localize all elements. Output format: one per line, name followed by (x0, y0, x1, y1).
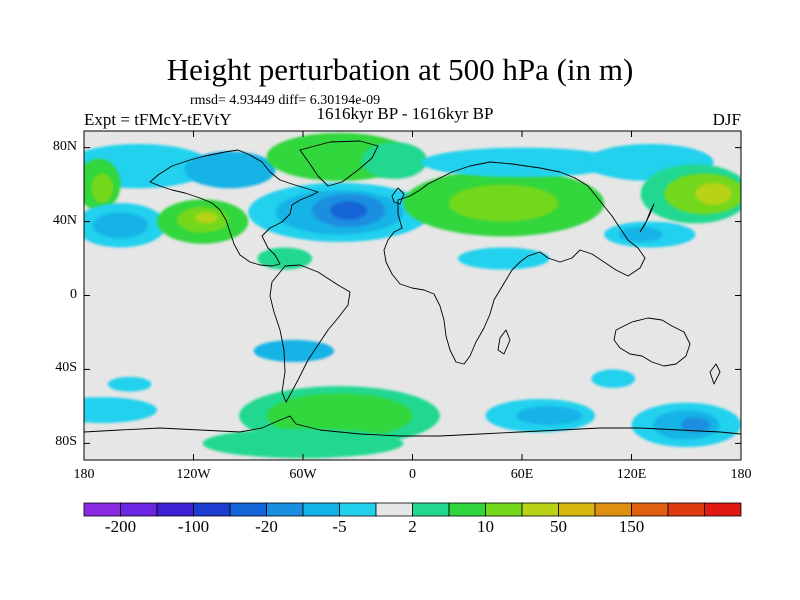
colorbar-swatch (667, 502, 705, 517)
anomaly-region-5 (93, 212, 148, 239)
colorbar-swatch (339, 502, 377, 517)
anomaly-region-27 (107, 376, 152, 392)
colorbar-label: -200 (104, 517, 137, 536)
anomaly-region-23 (695, 182, 732, 205)
x-tick-label: 180 (73, 467, 95, 482)
anomaly-region-10 (361, 142, 428, 180)
colorbar-swatch (521, 502, 559, 517)
anomaly-region-31 (266, 393, 413, 438)
anomaly-region-19 (458, 247, 550, 270)
colorbar-label: 50 (550, 517, 567, 536)
colorbar (83, 502, 742, 517)
colorbar-swatch (704, 502, 742, 517)
colorbar-swatch (229, 502, 267, 517)
anomaly-region-29 (84, 397, 157, 424)
x-tick-label: 0 (409, 467, 416, 482)
colorbar-swatch (266, 502, 304, 517)
colorbar-swatch (485, 502, 523, 517)
colorbar-label: 150 (618, 517, 645, 536)
y-tick-label: 80N (52, 138, 77, 154)
x-axis-ticks (83, 131, 742, 460)
australia-coast (613, 317, 691, 367)
anomaly-region-28 (591, 369, 636, 388)
y-tick-label: 0 (70, 286, 77, 302)
map-title: Height perturbation at 500 hPa (in m) (166, 52, 634, 87)
anomaly-region-17 (449, 184, 559, 222)
x-tick-label: 120W (176, 467, 211, 482)
madagascar-coast (497, 329, 511, 355)
south-america-coast (269, 264, 351, 403)
colorbar-label: -100 (177, 517, 210, 536)
colorbar-swatch (631, 502, 669, 517)
new-zealand-coast (709, 363, 721, 385)
antarctica-coast (84, 415, 741, 437)
colorbar-swatch (302, 502, 340, 517)
anomaly-fields (84, 132, 741, 459)
colorbar-swatch (120, 502, 158, 517)
anomaly-region-37 (680, 417, 710, 433)
anomaly-region-14 (330, 201, 367, 220)
x-tick-label: 120E (616, 467, 647, 482)
x-tick-label: 60W (289, 467, 317, 482)
colorbar-swatch (594, 502, 632, 517)
colorbar-label: 10 (477, 517, 494, 536)
british-isles-coast (391, 187, 405, 205)
anomaly-region-26 (253, 339, 335, 363)
colorbar-swatch (375, 502, 413, 517)
anomaly-region-18 (421, 147, 623, 178)
colorbar-label: -20 (255, 517, 278, 536)
anomaly-region-25 (618, 227, 663, 242)
y-tick-label: 40N (52, 212, 77, 228)
anomaly-region-32 (202, 428, 404, 459)
y-tick-label: 40S (55, 360, 77, 376)
anomaly-region-1 (184, 151, 276, 189)
north-america-coast (149, 149, 319, 267)
x-tick-label: 60E (510, 467, 534, 482)
colorbar-swatch (193, 502, 231, 517)
season-label: DJF (712, 110, 741, 129)
colorbar-swatch (83, 502, 121, 517)
europe-africa-coast (383, 161, 646, 365)
japan-coast (639, 203, 655, 233)
anomaly-region-15 (257, 247, 313, 270)
colorbar-swatch (412, 502, 450, 517)
period-label: 1616kyr BP - 1616kyr BP (316, 104, 494, 123)
colorbar-label: 2 (408, 517, 417, 536)
anomaly-region-34 (516, 406, 583, 425)
coastlines (84, 140, 741, 437)
colorbar-label: -5 (332, 517, 347, 536)
y-tick-label: 80S (55, 434, 77, 450)
stats-label: rmsd= 4.93449 diff= 6.30194e-09 (190, 93, 381, 108)
anomaly-region-8 (195, 212, 218, 224)
colorbar-swatch (448, 502, 486, 517)
greenland-coast (299, 140, 379, 187)
x-tick-label: 180 (730, 467, 752, 482)
colorbar-swatch (558, 502, 596, 517)
experiment-label: Expt = tFMcY-tEVtY (84, 110, 232, 129)
colorbar-swatch (156, 502, 194, 517)
anomaly-region-3 (91, 173, 114, 204)
y-axis-ticks (84, 147, 741, 444)
